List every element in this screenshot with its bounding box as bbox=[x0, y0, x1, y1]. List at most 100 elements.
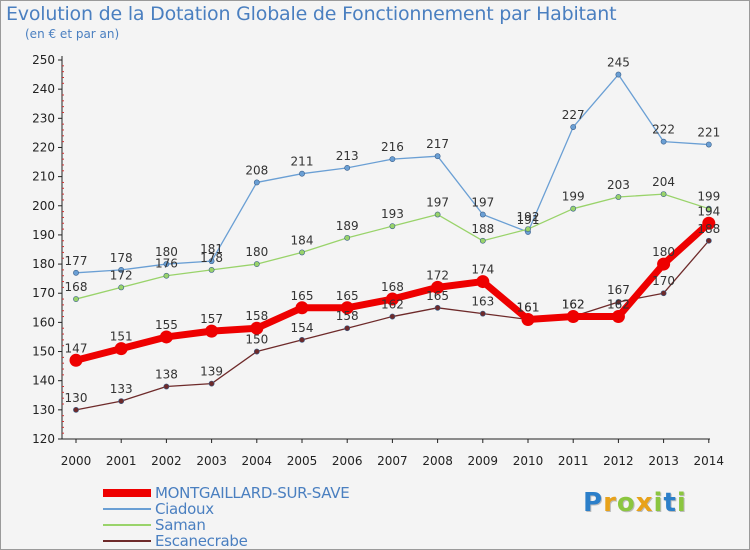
y-tick-label: 240 bbox=[32, 82, 55, 96]
data-label: 245 bbox=[607, 56, 630, 70]
logo-letter: t bbox=[663, 488, 677, 518]
data-label: 221 bbox=[697, 126, 720, 140]
x-tick-label: 2002 bbox=[151, 454, 182, 468]
legend-label: Escanecrabe bbox=[155, 532, 248, 550]
data-point bbox=[163, 272, 170, 279]
legend-swatch bbox=[103, 508, 151, 510]
data-point bbox=[295, 301, 309, 315]
data-point bbox=[431, 280, 445, 294]
data-point bbox=[521, 312, 535, 326]
data-label: 170 bbox=[652, 274, 675, 288]
y-tick-label: 170 bbox=[32, 286, 55, 300]
data-label: 181 bbox=[200, 242, 223, 256]
y-tick-label: 220 bbox=[32, 140, 55, 154]
data-point bbox=[702, 216, 716, 230]
data-point bbox=[118, 398, 125, 404]
data-label: 165 bbox=[426, 289, 449, 303]
data-labels: 177 178 180 181 208 211 213 216 217 197 191 227 245 2… bbox=[65, 56, 721, 405]
y-tick-label: 250 bbox=[32, 53, 55, 67]
x-tick-label: 2007 bbox=[377, 454, 408, 468]
logo-letter: i bbox=[676, 488, 687, 518]
data-label: 165 bbox=[336, 289, 359, 303]
series-layer bbox=[69, 71, 716, 413]
data-label: 161 bbox=[517, 300, 540, 314]
data-point bbox=[118, 267, 125, 273]
data-point bbox=[344, 325, 351, 332]
data-point bbox=[299, 170, 305, 177]
data-label: 162 bbox=[562, 298, 585, 312]
data-point bbox=[299, 336, 305, 343]
logo-letter: x bbox=[635, 488, 654, 518]
x-tick-label: 2003 bbox=[196, 454, 227, 468]
x-tick-label: 2004 bbox=[242, 454, 273, 468]
data-label: 217 bbox=[426, 137, 449, 151]
y-tick-label: 180 bbox=[32, 257, 55, 271]
data-point bbox=[208, 258, 215, 265]
data-point bbox=[299, 249, 305, 256]
data-label: 168 bbox=[65, 280, 88, 294]
data-label: 155 bbox=[155, 318, 178, 332]
data-point bbox=[615, 299, 622, 305]
series-saman bbox=[73, 191, 712, 302]
data-point bbox=[73, 269, 79, 276]
data-point bbox=[660, 290, 667, 297]
data-label: 188 bbox=[471, 222, 494, 236]
data-label: 188 bbox=[697, 222, 720, 236]
data-point bbox=[660, 191, 667, 198]
y-tick-label: 150 bbox=[32, 345, 55, 359]
data-label: 193 bbox=[381, 207, 404, 221]
legend-swatch bbox=[103, 524, 151, 526]
data-label: 168 bbox=[381, 280, 404, 294]
data-point bbox=[434, 153, 441, 160]
data-point bbox=[525, 226, 531, 232]
data-label: 147 bbox=[65, 341, 88, 355]
data-point bbox=[205, 324, 219, 338]
data-label: 162 bbox=[607, 298, 630, 312]
data-label: 213 bbox=[336, 149, 359, 163]
data-point bbox=[208, 267, 215, 273]
data-label: 199 bbox=[697, 190, 720, 204]
x-tick-label: 2009 bbox=[468, 454, 499, 468]
data-label: 203 bbox=[607, 178, 630, 192]
y-tick-label: 210 bbox=[32, 170, 55, 184]
data-label: 133 bbox=[110, 382, 133, 396]
y-tick-label: 160 bbox=[32, 315, 55, 329]
data-label: 184 bbox=[291, 233, 314, 247]
data-point bbox=[163, 261, 170, 267]
data-label: 227 bbox=[562, 108, 585, 122]
data-point bbox=[253, 179, 260, 186]
series-line bbox=[75, 73, 709, 274]
data-point bbox=[163, 383, 170, 390]
legend-swatch bbox=[103, 489, 151, 497]
data-point bbox=[253, 348, 260, 355]
data-label: 157 bbox=[200, 312, 223, 326]
data-point bbox=[389, 313, 396, 320]
data-point bbox=[479, 310, 486, 317]
data-label: 174 bbox=[471, 263, 494, 277]
data-label: 216 bbox=[381, 140, 404, 154]
x-tick-label: 2011 bbox=[558, 454, 589, 468]
data-point bbox=[344, 234, 351, 241]
data-label: 192 bbox=[517, 210, 540, 224]
data-label: 208 bbox=[245, 163, 268, 177]
x-tick-label: 2000 bbox=[61, 454, 92, 468]
series-ciadoux bbox=[73, 71, 712, 276]
logo-letter: i bbox=[653, 488, 664, 518]
data-point bbox=[250, 321, 264, 335]
data-point bbox=[73, 406, 79, 413]
data-point bbox=[434, 304, 441, 311]
y-tick-label: 130 bbox=[32, 403, 55, 417]
data-point bbox=[570, 124, 577, 130]
data-point bbox=[479, 211, 486, 218]
x-tick-label: 2013 bbox=[648, 454, 679, 468]
data-label: 180 bbox=[155, 245, 178, 259]
data-point bbox=[611, 310, 625, 324]
y-tick-label: 120 bbox=[32, 432, 55, 446]
x-tick-label: 2012 bbox=[603, 454, 634, 468]
data-point bbox=[73, 296, 79, 302]
data-point bbox=[118, 284, 125, 291]
axes: 120 130 140 150 160 170 180 190 200 210 220 230 240 2… bbox=[32, 53, 724, 468]
data-point bbox=[705, 141, 712, 148]
data-label: 151 bbox=[110, 330, 133, 344]
